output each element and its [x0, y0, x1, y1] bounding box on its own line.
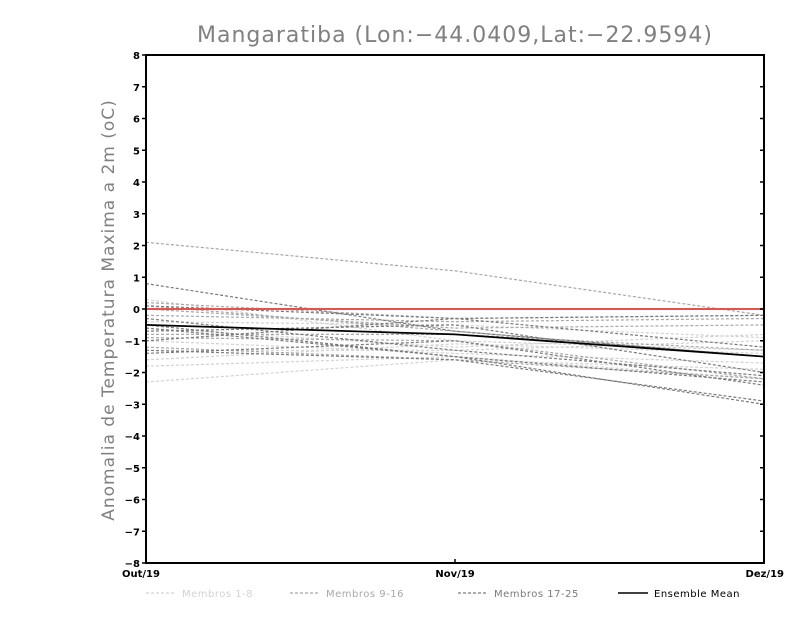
member-line-g3-5 [145, 317, 765, 377]
y-tick-label: −3 [125, 400, 140, 411]
y-tick-label: −5 [125, 464, 140, 475]
member-line-g1-4 [145, 327, 765, 348]
y-tick-label: 4 [133, 178, 140, 189]
member-line-g3-9 [145, 340, 765, 386]
member-line-g3-2 [145, 324, 765, 405]
y-tick-label: −4 [125, 432, 140, 443]
chart-title: Mangaratiba (Lon:−44.0409,Lat:−22.9594) [197, 23, 713, 48]
member-line-g3-1 [145, 283, 765, 358]
member-line-g1-2 [145, 355, 765, 380]
member-line-g1-5 [146, 340, 765, 351]
member-line-g1-6 [145, 321, 765, 339]
member-line-g1-3 [145, 298, 765, 351]
y-axis-label: Anomalia de Temperatura Maxima a 2m (oC) [99, 99, 119, 521]
member-line-g3-3 [145, 324, 765, 374]
legend-label: Ensemble Mean [654, 589, 740, 600]
y-tick-label: −8 [125, 559, 140, 570]
y-tick-label: 3 [133, 210, 140, 221]
y-tick-label: −1 [125, 337, 140, 348]
member-line-g2-1 [145, 241, 765, 316]
legend: Membros 1-8 Membros 9-16 Membros 17-25 Ense… [146, 589, 740, 600]
y-tick-label: 8 [133, 51, 140, 62]
member-line-g3-7 [145, 349, 765, 402]
member-line-g2-3 [145, 314, 765, 323]
legend-label: Membros 9-16 [326, 589, 404, 600]
member-line-g2-8 [145, 308, 765, 329]
series-layer [145, 241, 765, 405]
member-line-g1-8 [145, 343, 765, 361]
member-line-g1-7 [145, 340, 765, 364]
legend-label: Membros 1-8 [182, 589, 253, 600]
y-tick-label: −7 [125, 527, 140, 538]
member-line-g2-4 [145, 346, 765, 380]
y-tick-label: 7 [133, 83, 140, 94]
y-tick-label: 6 [133, 115, 140, 126]
y-tick-label: −6 [125, 496, 140, 507]
legend-label: Membros 17-25 [494, 589, 579, 600]
member-line-g2-7 [145, 337, 765, 380]
y-tick-label: 0 [133, 305, 140, 316]
member-line-g3-4 [145, 314, 765, 342]
ensemble-mean-line [145, 324, 765, 358]
y-tick-label: 2 [133, 242, 140, 253]
member-line-g3-6 [145, 327, 765, 383]
x-tick-label: Out/19 [122, 569, 160, 580]
y-tick-label: −2 [125, 369, 140, 380]
member-line-g3-8 [145, 305, 765, 348]
x-tick-label: Nov/19 [435, 569, 474, 580]
x-tick-label: Dez/19 [746, 569, 785, 580]
y-tick-label: 5 [133, 146, 140, 157]
member-line-g2-6 [146, 333, 765, 351]
y-tick-label: 1 [133, 273, 140, 284]
